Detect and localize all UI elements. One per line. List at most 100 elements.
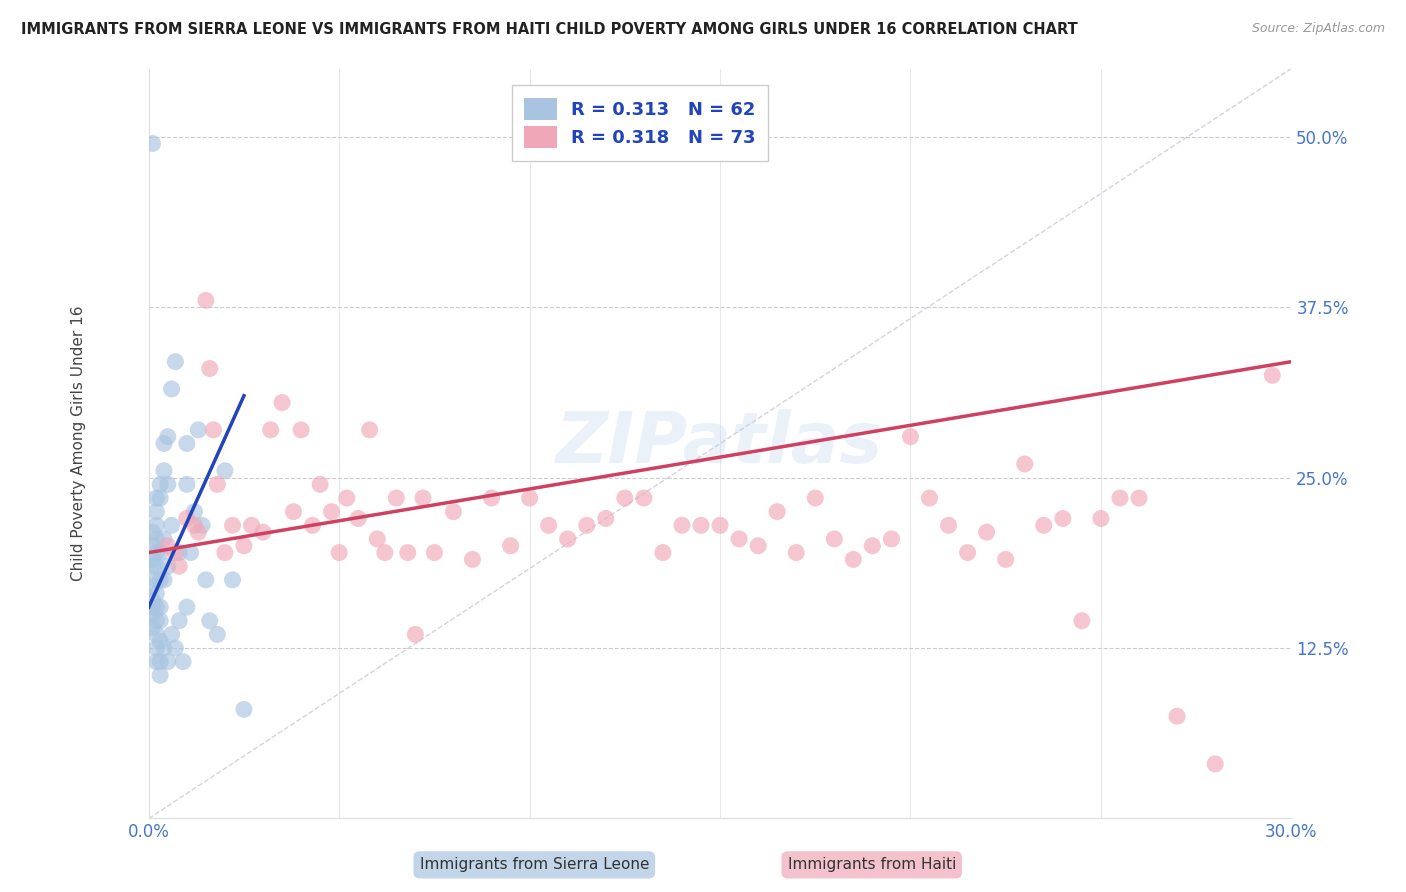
- Point: [145, 586, 167, 600]
- Point: [145, 491, 167, 505]
- Point: [167, 614, 190, 628]
- Point: [385, 491, 408, 505]
- Point: [145, 573, 167, 587]
- Point: [176, 436, 198, 450]
- Point: [183, 518, 205, 533]
- Point: [519, 491, 541, 505]
- Point: [396, 545, 419, 559]
- Point: [575, 518, 598, 533]
- Point: [412, 491, 434, 505]
- Point: [145, 518, 167, 533]
- Point: [149, 545, 172, 559]
- Point: [207, 627, 229, 641]
- Point: [309, 477, 332, 491]
- Point: [938, 518, 960, 533]
- Point: [153, 573, 176, 587]
- Point: [1128, 491, 1150, 505]
- Point: [187, 423, 209, 437]
- Point: [301, 518, 323, 533]
- Point: [149, 668, 172, 682]
- Point: [404, 627, 426, 641]
- Point: [321, 505, 343, 519]
- Point: [221, 573, 243, 587]
- Point: [176, 511, 198, 525]
- Point: [441, 505, 464, 519]
- Point: [176, 477, 198, 491]
- Point: [145, 545, 167, 559]
- Point: [1052, 511, 1074, 525]
- Point: [1166, 709, 1188, 723]
- Text: IMMIGRANTS FROM SIERRA LEONE VS IMMIGRANTS FROM HAITI CHILD POVERTY AMONG GIRLS : IMMIGRANTS FROM SIERRA LEONE VS IMMIGRAN…: [21, 22, 1078, 37]
- Point: [633, 491, 655, 505]
- Point: [481, 491, 503, 505]
- Text: ZIPatlas: ZIPatlas: [557, 409, 884, 478]
- Point: [595, 511, 617, 525]
- Point: [145, 627, 167, 641]
- Point: [709, 518, 731, 533]
- Point: [1204, 756, 1226, 771]
- Point: [994, 552, 1017, 566]
- Point: [141, 621, 163, 635]
- Point: [900, 430, 922, 444]
- Text: Source: ZipAtlas.com: Source: ZipAtlas.com: [1251, 22, 1385, 36]
- Point: [221, 518, 243, 533]
- Point: [141, 600, 163, 615]
- Point: [194, 573, 217, 587]
- Point: [141, 552, 163, 566]
- Point: [766, 505, 789, 519]
- Point: [747, 539, 769, 553]
- Point: [145, 532, 167, 546]
- Point: [187, 525, 209, 540]
- Point: [374, 545, 396, 559]
- Point: [149, 655, 172, 669]
- Point: [336, 491, 359, 505]
- Point: [240, 518, 263, 533]
- Point: [153, 532, 176, 546]
- Point: [956, 545, 979, 559]
- Point: [167, 545, 190, 559]
- Point: [167, 559, 190, 574]
- Point: [156, 430, 179, 444]
- Point: [283, 505, 305, 519]
- Point: [165, 354, 187, 368]
- Point: [145, 505, 167, 519]
- Point: [214, 464, 236, 478]
- Text: Immigrants from Sierra Leone: Immigrants from Sierra Leone: [419, 857, 650, 872]
- Point: [214, 545, 236, 559]
- Point: [153, 464, 176, 478]
- Point: [149, 491, 172, 505]
- Point: [160, 518, 183, 533]
- Point: [690, 518, 713, 533]
- Point: [153, 436, 176, 450]
- Legend: R = 0.313   N = 62, R = 0.318   N = 73: R = 0.313 N = 62, R = 0.318 N = 73: [512, 85, 769, 161]
- Point: [145, 600, 167, 615]
- Point: [259, 423, 281, 437]
- Point: [557, 532, 579, 546]
- Point: [183, 505, 205, 519]
- Point: [233, 702, 256, 716]
- Point: [172, 655, 194, 669]
- Point: [728, 532, 751, 546]
- Point: [145, 559, 167, 574]
- Point: [347, 511, 370, 525]
- Point: [141, 539, 163, 553]
- Point: [613, 491, 636, 505]
- Point: [671, 518, 693, 533]
- Point: [165, 545, 187, 559]
- Point: [141, 593, 163, 607]
- Point: [141, 559, 163, 574]
- Point: [328, 545, 350, 559]
- Point: [537, 518, 560, 533]
- Point: [252, 525, 274, 540]
- Point: [141, 607, 163, 621]
- Point: [202, 423, 225, 437]
- Point: [149, 477, 172, 491]
- Point: [156, 477, 179, 491]
- Point: [1109, 491, 1132, 505]
- Point: [423, 545, 446, 559]
- Point: [359, 423, 381, 437]
- Point: [198, 361, 221, 376]
- Point: [976, 525, 998, 540]
- Point: [156, 539, 179, 553]
- Point: [1032, 518, 1054, 533]
